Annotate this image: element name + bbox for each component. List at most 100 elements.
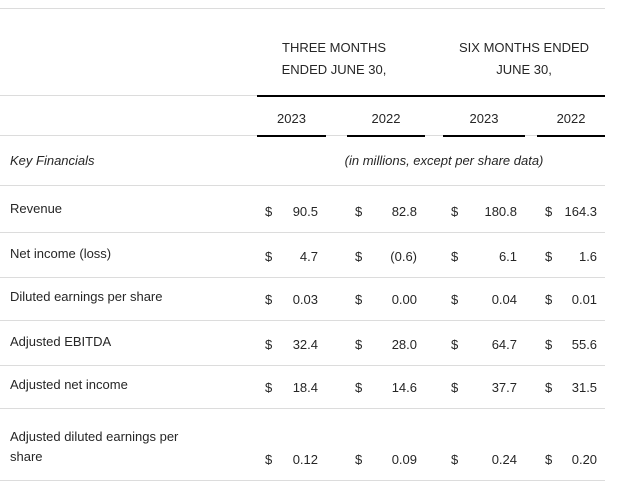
value-cell: $32.4 [257, 320, 326, 366]
value: 32.4 [292, 337, 318, 352]
currency-symbol: $ [545, 337, 553, 352]
column-gap [326, 95, 347, 136]
value: 0.20 [571, 452, 598, 467]
period-header-row: THREE MONTHS ENDED JUNE 30, SIX MONTHS E… [0, 8, 606, 97]
currency-symbol: $ [355, 249, 363, 264]
column-gap [525, 232, 538, 278]
corner-spacer [0, 8, 257, 96]
value: 0.12 [292, 452, 318, 467]
currency-symbol: $ [265, 452, 273, 467]
period-header-six-months: SIX MONTHS ENDED JUNE 30, [443, 8, 606, 97]
year-column-header: 2022 [347, 95, 426, 137]
value-cell: $1.6 [537, 232, 606, 278]
table-row: Revenue $90.5 $82.8 $180.8 $164.3 [0, 185, 606, 233]
value-cell: $0.09 [347, 408, 426, 481]
period-title-line: SIX MONTHS ENDED [459, 39, 590, 55]
value: 164.3 [564, 204, 598, 219]
year-column-header: 2023 [443, 95, 526, 137]
value: 18.4 [292, 380, 318, 395]
period-title-line: JUNE 30, [496, 61, 552, 77]
currency-symbol: $ [451, 204, 459, 219]
year-column-header: 2022 [537, 95, 606, 137]
value: 90.5 [292, 204, 318, 219]
currency-symbol: $ [451, 292, 459, 307]
column-gap [525, 408, 538, 481]
value-cell: $6.1 [443, 232, 526, 278]
value: 28.0 [391, 337, 418, 352]
column-gap [525, 185, 538, 233]
value-cell: $0.04 [443, 277, 526, 321]
value-cell: $28.0 [347, 320, 426, 366]
column-gap [326, 408, 347, 481]
value-cell: $164.3 [537, 185, 606, 233]
column-gap [425, 277, 444, 321]
period-title-line: ENDED JUNE 30, [281, 61, 387, 77]
value: 82.8 [391, 204, 418, 219]
units-note: (in millions, except per share data) [257, 135, 606, 186]
value: 180.8 [484, 204, 518, 219]
column-gap [425, 320, 444, 366]
value-cell: $31.5 [537, 365, 606, 409]
currency-symbol: $ [451, 452, 459, 467]
group-gap-spacer [425, 8, 444, 97]
value-cell: $0.12 [257, 408, 326, 481]
year-header-row: 2023 2022 2023 2022 [0, 95, 606, 137]
row-label: Revenue [0, 185, 257, 233]
value: 14.6 [391, 380, 418, 395]
column-gap [525, 365, 538, 409]
table-row: Adjusted net income $18.4 $14.6 $37.7 $3… [0, 365, 606, 409]
table-row: Adjusted EBITDA $32.4 $28.0 $64.7 $55.6 [0, 320, 606, 366]
value: 0.01 [571, 292, 598, 307]
value-cell: $14.6 [347, 365, 426, 409]
column-gap [326, 185, 347, 233]
currency-symbol: $ [451, 337, 459, 352]
currency-symbol: $ [265, 204, 273, 219]
value: 31.5 [571, 380, 598, 395]
table-row: Adjusted diluted earnings per share $0.1… [0, 408, 606, 481]
currency-symbol: $ [265, 337, 273, 352]
row-label: Net income (loss) [0, 232, 257, 278]
value-cell: $4.7 [257, 232, 326, 278]
currency-symbol: $ [545, 249, 553, 264]
value: (0.6) [390, 249, 418, 264]
column-gap [425, 95, 444, 136]
column-gap [326, 365, 347, 409]
value-cell: $55.6 [537, 320, 606, 366]
currency-symbol: $ [355, 337, 363, 352]
value: 64.7 [491, 337, 518, 352]
value: 55.6 [571, 337, 598, 352]
currency-symbol: $ [545, 452, 553, 467]
currency-symbol: $ [355, 204, 363, 219]
section-label: Key Financials [0, 135, 257, 186]
period-header-three-months: THREE MONTHS ENDED JUNE 30, [257, 8, 426, 97]
year-row-spacer [0, 95, 257, 136]
value: 0.09 [391, 452, 418, 467]
currency-symbol: $ [545, 292, 553, 307]
value-cell: $0.01 [537, 277, 606, 321]
value: 6.1 [498, 249, 518, 264]
currency-symbol: $ [355, 292, 363, 307]
column-gap [525, 95, 538, 136]
value: 0.04 [491, 292, 518, 307]
column-gap [326, 277, 347, 321]
value-cell: $37.7 [443, 365, 526, 409]
value: 37.7 [491, 380, 518, 395]
column-gap [326, 232, 347, 278]
value-cell: $82.8 [347, 185, 426, 233]
column-gap [425, 365, 444, 409]
row-label: Adjusted diluted earnings per share [0, 408, 257, 481]
value-cell: $0.20 [537, 408, 606, 481]
value: 4.7 [299, 249, 318, 264]
currency-symbol: $ [545, 380, 553, 395]
currency-symbol: $ [451, 380, 459, 395]
value: 0.03 [292, 292, 318, 307]
column-gap [425, 232, 444, 278]
value-cell: $0.24 [443, 408, 526, 481]
value-cell: $0.03 [257, 277, 326, 321]
currency-symbol: $ [451, 249, 459, 264]
value-cell: $180.8 [443, 185, 526, 233]
column-gap [425, 185, 444, 233]
value: 1.6 [578, 249, 598, 264]
row-label: Adjusted EBITDA [0, 320, 257, 366]
